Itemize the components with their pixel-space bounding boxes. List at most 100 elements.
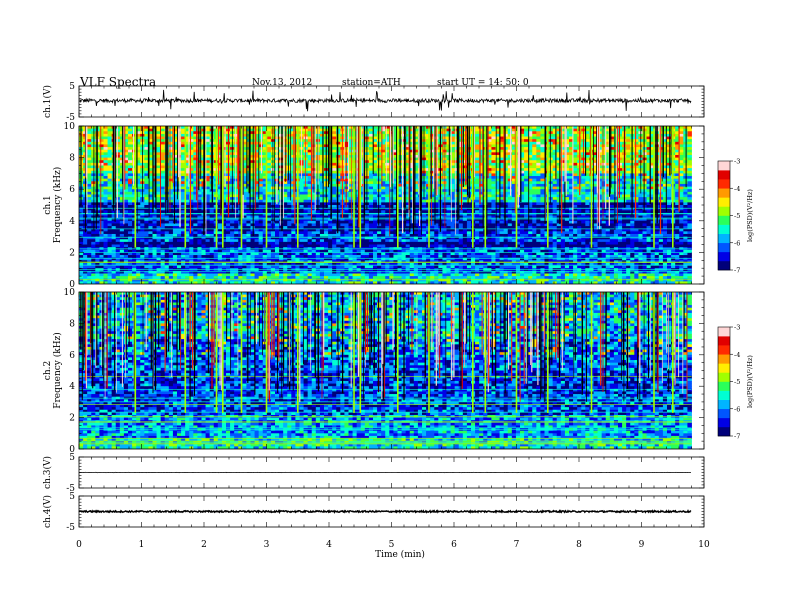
spectrogram-cell xyxy=(397,255,402,259)
spectrogram-cell xyxy=(152,223,157,227)
spectrogram-cell xyxy=(401,183,407,187)
spectrogram-cell xyxy=(115,136,121,140)
spectrogram-cell xyxy=(152,202,157,206)
spectrogram-cell xyxy=(377,265,382,269)
spectrogram-cell xyxy=(328,265,333,269)
spectrogram-cell xyxy=(181,126,186,130)
spectrogram-cell xyxy=(279,162,284,166)
spectrogram-cell xyxy=(409,183,415,187)
spectrogram-cell xyxy=(360,249,366,253)
spectrogram-cell xyxy=(279,194,284,198)
spectrogram-cell xyxy=(189,202,194,206)
spectrogram-cell xyxy=(140,281,145,284)
spectrogram-cell xyxy=(389,276,394,280)
spectrogram-cell xyxy=(185,226,190,230)
spectrogram-cell xyxy=(307,255,313,259)
spectrogram-cell xyxy=(377,178,382,182)
spectrogram-cell xyxy=(299,191,304,195)
spectrogram-cell xyxy=(115,205,121,209)
spectrogram-cell xyxy=(87,255,92,259)
spectrogram-cell xyxy=(328,131,333,135)
spectrogram-cell xyxy=(107,191,113,195)
spectrogram-cell xyxy=(177,205,182,209)
spectrogram-cell xyxy=(307,228,313,232)
spectrogram-cell xyxy=(250,265,255,269)
spectrogram-cell xyxy=(405,136,411,140)
spectrogram-cell xyxy=(164,270,170,274)
spectrogram-cell xyxy=(413,262,419,266)
spectrogram-cell xyxy=(197,239,202,243)
spectrogram-cell xyxy=(401,165,407,169)
spectrogram-cell xyxy=(303,262,309,266)
spectrogram-cell xyxy=(177,197,182,201)
spectrogram-cell xyxy=(128,160,133,164)
spectrogram-cell xyxy=(364,220,370,224)
spectrogram-cell xyxy=(144,215,149,219)
spectrogram-cell xyxy=(413,199,419,203)
spectrogram-cell xyxy=(381,147,386,151)
spectrogram-cell xyxy=(119,223,125,227)
spectrogram-cell xyxy=(111,244,117,248)
spectrogram-cell xyxy=(405,157,411,161)
spectrogram-cell xyxy=(409,228,415,232)
spectrogram-cell xyxy=(405,276,411,280)
spectrogram-cell xyxy=(287,278,292,282)
spectrogram-cell xyxy=(368,136,374,140)
spectrogram-cell xyxy=(279,131,284,135)
spectrogram-cell xyxy=(156,241,162,245)
spectrogram-cell xyxy=(103,239,108,243)
spectrogram-cell xyxy=(152,241,157,245)
spectrogram-cell xyxy=(193,147,198,151)
spectrogram-cell xyxy=(128,281,133,284)
spectrogram-cell xyxy=(172,205,178,209)
spectrogram-cell xyxy=(168,270,174,274)
spectrogram-cell xyxy=(156,149,162,153)
spectrogram-cell xyxy=(377,128,382,132)
spectrogram-cell xyxy=(132,144,137,148)
spectrogram-cell xyxy=(328,199,333,203)
spectrogram-cell xyxy=(324,228,329,232)
spectrogram-cell xyxy=(254,231,260,235)
spectrogram-cell xyxy=(221,160,227,164)
spectrogram-cell xyxy=(328,202,333,206)
spectrogram-cell xyxy=(262,186,268,190)
spectrogram-cell xyxy=(181,231,186,235)
spectrogram-cell xyxy=(168,278,174,282)
spectrogram-cell xyxy=(83,244,88,248)
spectrogram-cell xyxy=(242,233,247,237)
spectrogram-cell xyxy=(385,139,390,143)
spectrogram-cell xyxy=(319,183,325,187)
spectrogram-cell xyxy=(381,212,386,216)
spectrogram-cell xyxy=(123,126,129,130)
spectrogram-cell xyxy=(168,244,174,248)
spectrogram-cell xyxy=(115,220,121,224)
spectrogram-cell xyxy=(311,278,317,282)
spectrogram-cell xyxy=(393,197,398,201)
spectrogram-cell xyxy=(168,233,174,237)
spectrogram-cell xyxy=(311,223,317,227)
spectrogram-cell xyxy=(332,128,337,132)
spectrogram-cell xyxy=(156,244,162,248)
spectrogram-cell xyxy=(103,144,108,148)
spectrogram-cell xyxy=(303,183,309,187)
spectrogram-cell xyxy=(324,241,329,245)
spectrogram-cell xyxy=(107,176,113,180)
spectrogram-cell xyxy=(168,252,174,256)
spectrogram-cell xyxy=(217,183,223,187)
spectrogram-cell xyxy=(389,191,394,195)
spectrogram-cell xyxy=(115,273,121,277)
spectrogram-cell xyxy=(299,212,304,216)
spectrogram-cell xyxy=(373,183,378,187)
spectrogram-cell xyxy=(262,173,268,177)
spectrogram-cell xyxy=(336,252,341,256)
spectrogram-cell xyxy=(364,244,370,248)
spectrogram-cell xyxy=(205,228,211,232)
spectrogram-cell xyxy=(99,226,104,230)
spectrogram-cell xyxy=(307,199,313,203)
spectrogram-cell xyxy=(368,165,374,169)
spectrogram-cell xyxy=(107,168,113,172)
spectrogram-cell xyxy=(205,252,211,256)
spectrogram-cell xyxy=(336,241,341,245)
spectrogram-cell xyxy=(348,202,353,206)
spectrogram-cell xyxy=(91,162,96,166)
